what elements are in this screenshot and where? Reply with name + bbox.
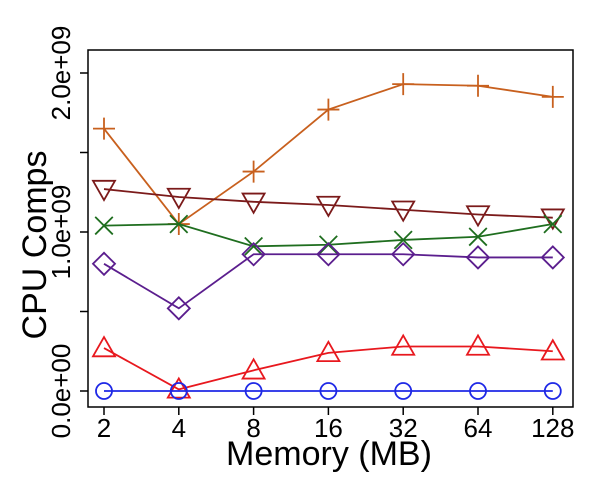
data-point-diamond — [166, 296, 192, 321]
data-point-triangle-up — [166, 376, 192, 399]
data-point-triangle-down — [315, 195, 341, 218]
data-point-circle — [95, 382, 113, 400]
series-line-triangle-up — [103, 345, 553, 391]
data-point-triangle-down — [465, 205, 491, 228]
data-point-x — [468, 227, 488, 247]
series-layer — [91, 73, 566, 400]
data-point-x — [94, 216, 114, 236]
axes: 0.0e+00 1.0e+09 2.0e+09 2 4 8 16 32 64 128 — [46, 26, 574, 443]
x-tick-label: 8 — [246, 413, 260, 443]
x-tick-label: 32 — [389, 413, 418, 443]
data-point-x — [244, 236, 264, 256]
data-point-circle — [469, 382, 487, 400]
series-triangle-up — [91, 333, 566, 399]
data-point-plus — [467, 74, 489, 97]
data-point-triangle-up — [390, 333, 416, 356]
x-tick-label: 4 — [172, 413, 186, 443]
data-point-triangle-up — [315, 340, 341, 362]
series-line-triangle-down — [103, 188, 553, 219]
data-point-circle — [169, 382, 188, 400]
y-axis-label: CPU Comps — [16, 151, 54, 340]
data-point-x — [543, 214, 563, 234]
data-point-triangle-up — [465, 333, 491, 356]
data-point-triangle-down — [91, 179, 117, 202]
x-tick-label: 64 — [464, 413, 493, 443]
data-point-diamond — [91, 251, 117, 277]
x-tick-label: 2 — [97, 413, 111, 443]
data-point-circle — [319, 382, 338, 400]
data-point-diamond — [316, 241, 341, 267]
data-point-diamond — [390, 241, 416, 267]
data-point-plus — [392, 73, 415, 96]
data-point-plus — [242, 160, 265, 183]
data-point-x — [318, 235, 338, 255]
data-point-diamond — [465, 245, 491, 270]
data-point-x — [169, 214, 189, 234]
x-axis-label: Memory (MB) — [226, 435, 432, 473]
data-point-triangle-up — [241, 357, 267, 380]
y-tick-label: 1.0e+09 — [46, 185, 76, 280]
data-point-plus — [317, 98, 340, 121]
plot-frame — [87, 49, 574, 408]
data-point-diamond — [241, 241, 266, 267]
data-point-triangle-up — [91, 335, 117, 358]
data-point-circle — [394, 382, 413, 400]
x-tick-label: 16 — [314, 413, 343, 443]
data-point-triangle-down — [166, 187, 192, 210]
data-point-triangle-down — [390, 200, 416, 223]
data-point-diamond — [540, 245, 566, 270]
data-point-circle — [543, 382, 562, 400]
data-point-triangle-up — [540, 338, 566, 361]
data-point-x — [393, 230, 413, 250]
data-point-triangle-down — [241, 192, 267, 215]
data-point-plus — [541, 85, 564, 108]
series-plus — [93, 73, 564, 236]
data-point-plus — [93, 117, 115, 140]
series-circle — [95, 382, 562, 400]
y-tick-label: 2.0e+09 — [46, 26, 76, 121]
x-tick-label: 128 — [531, 413, 574, 443]
series-line-diamond — [103, 253, 553, 310]
y-tick-label: 0.0e+00 — [46, 344, 76, 439]
series-diamond — [91, 241, 566, 321]
series-x — [94, 214, 563, 256]
data-point-circle — [244, 382, 263, 400]
